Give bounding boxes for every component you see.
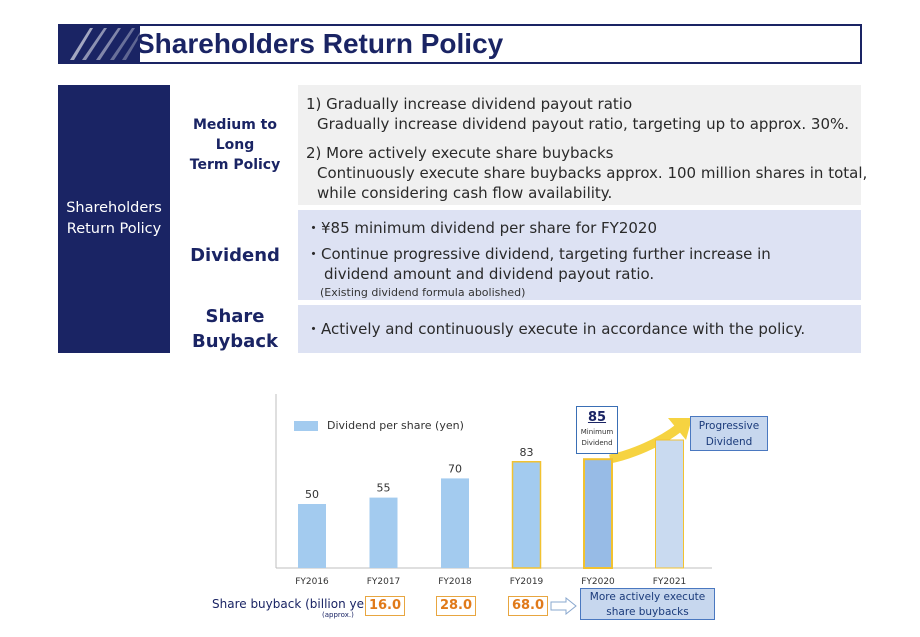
buyback-value-fy2019: 68.0 [508,596,548,616]
bar-value-label: 83 [520,446,534,459]
bar-value-label: 55 [377,482,391,495]
progressive-arrow-head [668,418,692,440]
progressive-arrow-shaft [609,423,683,464]
x-tick-label: FY2020 [581,577,615,587]
brush-stripes-logo [60,26,140,62]
title-frame [58,24,862,64]
x-tick-label: FY2018 [438,577,472,587]
row-label-line: Share [205,306,265,327]
row-label-line: Medium to Long [193,117,277,153]
policy-line: 2) More actively execute share buybacks [306,144,614,162]
progressive-dividend-callout: Progressive Dividend [690,416,768,451]
row-label-share-buyback: Share Buyback [172,305,298,353]
row-label-line: Buyback [192,331,278,352]
legend-label: Dividend per share (yen) [327,419,464,432]
x-tick-label: FY2017 [367,577,401,587]
policy-line: 1) Gradually increase dividend payout ra… [306,95,633,113]
row-label-medium-long-term: Medium to Long Term Policy [172,85,298,205]
buyback-arrow-icon [550,597,577,615]
x-tick-label: FY2016 [295,577,329,587]
page-title: Shareholders Return Policy [136,28,504,59]
buyback-line: ・Actively and continuously execute in ac… [306,320,806,338]
policy-sidebar: Shareholders Return Policy [58,85,170,353]
buyback-value-fy2018: 28.0 [436,596,476,616]
bar-fy2016 [298,504,326,568]
x-tick-label: FY2019 [510,577,544,587]
more-buybacks-line: More actively execute [589,591,706,603]
bar-fy2019 [511,461,542,569]
x-tick-label: FY2021 [653,577,687,587]
bar-fy2020 [583,458,613,570]
sidebar-label-line: Shareholders [66,200,162,216]
policy-line: Continuously execute share buybacks appr… [317,164,868,182]
bar-value-label: 70 [448,462,462,475]
more-buybacks-line: share buybacks [606,606,689,618]
minimum-dividend-label: Minimum Dividend [577,427,617,449]
bar-value-label: 50 [305,488,319,501]
progressive-line: Progressive [698,420,760,432]
bar-fy2021 [655,439,684,569]
dividend-line: ・¥85 minimum dividend per share for FY20… [306,219,658,237]
minimum-dividend-value: 85 [587,410,607,425]
dividend-panel: ・¥85 minimum dividend per share for FY20… [298,210,861,300]
buyback-row-label: Share buyback (billion yen) [212,597,377,611]
buyback-approx-note: (approx.) [322,611,354,619]
minimum-label-line: Minimum [580,428,614,436]
minimum-dividend-callout: 85 Minimum Dividend [576,406,618,454]
policy-line: while considering cash flow availability… [317,184,613,202]
more-buybacks-callout: More actively execute share buybacks [580,588,715,620]
minimum-label-line: Dividend [581,439,613,447]
dividend-line: dividend amount and dividend payout rati… [324,265,655,283]
buyback-value-fy2017: 16.0 [365,596,405,616]
dividend-line: ・Continue progressive dividend, targetin… [306,245,771,263]
progressive-line: Dividend [705,436,753,448]
bar-fy2018 [441,478,469,568]
row-label-line: Term Policy [189,157,281,173]
row-label-dividend: Dividend [190,244,280,266]
share-buyback-panel: ・Actively and continuously execute in ac… [298,305,861,353]
dividend-note: (Existing dividend formula abolished) [320,286,526,299]
legend-swatch [294,421,318,431]
medium-long-term-panel: 1) Gradually increase dividend payout ra… [298,85,868,205]
sidebar-label-line: Return Policy [66,221,162,237]
policy-line: Gradually increase dividend payout ratio… [317,115,850,133]
bar-fy2017 [369,497,398,568]
